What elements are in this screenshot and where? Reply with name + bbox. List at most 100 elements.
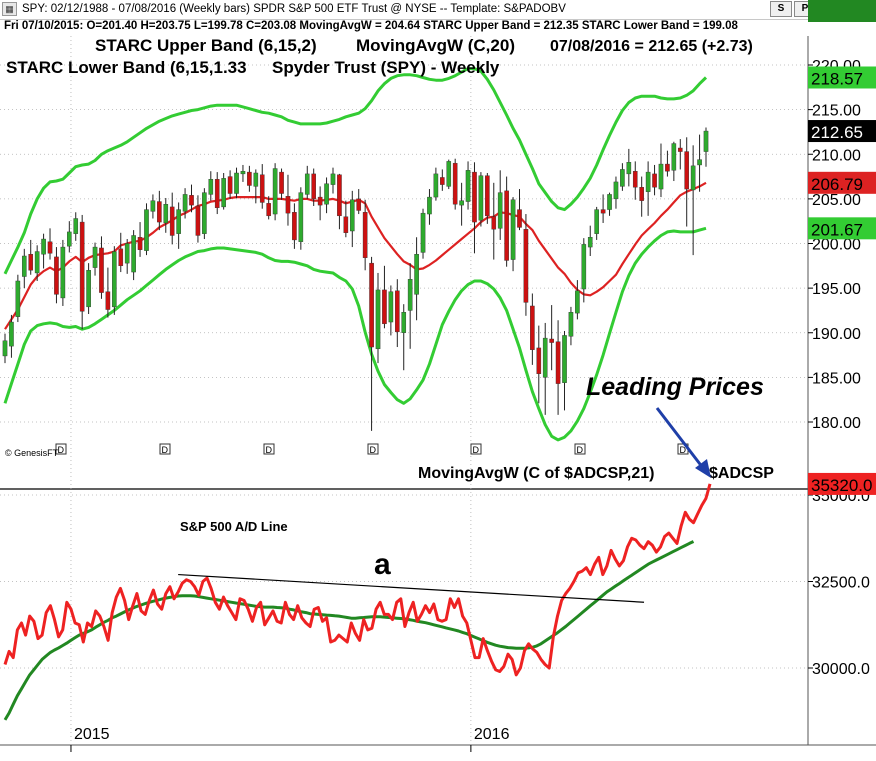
candle-body	[652, 173, 657, 188]
candle	[60, 239, 66, 306]
value-label-lower: 201.67	[808, 217, 876, 240]
x-tick-label: 2015	[74, 726, 110, 743]
candle	[163, 197, 169, 233]
dividend-label: D	[266, 445, 273, 455]
candle-body	[478, 175, 484, 221]
value-label-box	[808, 120, 876, 143]
candle-body	[343, 216, 349, 233]
candle-body	[2, 340, 8, 357]
y-tick-label: 32500.0	[812, 575, 870, 592]
candle-body	[645, 171, 651, 192]
candle-body	[581, 244, 587, 290]
candle-body	[9, 321, 14, 347]
candle	[542, 322, 548, 415]
candle	[253, 169, 259, 204]
candle	[395, 279, 400, 348]
candle-body	[163, 204, 169, 224]
candle-body	[369, 262, 374, 348]
candle	[382, 265, 387, 329]
candle-body	[414, 254, 419, 295]
dividend-marker: D	[263, 443, 275, 455]
candle-body	[459, 200, 464, 206]
candle-body	[54, 256, 59, 295]
dividend-box	[574, 443, 586, 455]
watermark: © GenesisFT	[5, 448, 59, 458]
candle	[465, 161, 471, 210]
candle	[375, 272, 381, 364]
candle	[452, 158, 458, 210]
candle-body	[472, 171, 477, 223]
candle-body	[677, 147, 683, 152]
candle-body	[169, 206, 175, 236]
window-title: SPY: 02/12/1988 - 07/08/2016 (Weekly bar…	[22, 3, 566, 15]
app-icon: ▦	[2, 2, 17, 16]
candle-body	[536, 347, 542, 375]
candle-body	[420, 212, 426, 253]
candle-body	[247, 171, 252, 186]
ad-line-chart	[3, 483, 712, 721]
dividend-marker: D	[574, 443, 586, 455]
candle-body	[542, 337, 548, 378]
candle-body	[112, 251, 117, 308]
ad-chart-title: S&P 500 A/D Line	[180, 519, 288, 534]
candle-body	[234, 172, 239, 194]
x-tick-label: 2016	[474, 726, 510, 743]
y-tick-label: 190.00	[812, 326, 861, 343]
dividend-marker: D	[159, 443, 171, 455]
candle	[459, 182, 464, 226]
s-button[interactable]: S	[770, 1, 792, 17]
candle	[41, 233, 46, 269]
leading-prices-annotation: Leading Prices	[586, 373, 764, 401]
candle	[613, 176, 619, 209]
value-label-text: 212.65	[811, 123, 863, 142]
dividend-label: D	[577, 445, 584, 455]
candle-body	[427, 196, 432, 215]
value-label-close: 212.65	[808, 120, 876, 143]
candle	[86, 263, 91, 315]
candle	[349, 190, 355, 248]
candle	[227, 170, 233, 199]
candle	[658, 143, 664, 198]
candle-body	[317, 196, 323, 206]
legend-date-value: 07/08/2016 = 212.65 (+2.73)	[550, 38, 753, 55]
candle	[665, 150, 670, 177]
candle-body	[337, 174, 342, 217]
candle-body	[34, 251, 40, 274]
candle-body	[73, 218, 79, 234]
candle	[202, 188, 207, 240]
candle-body	[324, 183, 329, 205]
value-label-box	[808, 0, 876, 22]
y-tick-label: 200.00	[812, 237, 861, 254]
candle	[182, 188, 188, 219]
candle-body	[253, 172, 259, 187]
candle	[21, 248, 27, 289]
candle-body	[440, 177, 445, 185]
candle-body	[594, 209, 599, 234]
y-tick-label: 185.00	[812, 370, 861, 387]
candle-body	[202, 192, 207, 234]
candle-body	[388, 291, 394, 323]
candle	[221, 172, 226, 210]
value-label-box	[808, 217, 876, 240]
candle	[266, 196, 271, 220]
candle	[639, 176, 644, 217]
candle	[15, 274, 21, 323]
candle	[324, 177, 329, 214]
candle	[703, 127, 709, 167]
candle	[517, 189, 522, 231]
candle-body	[279, 171, 284, 194]
candle	[684, 137, 690, 227]
candle-body	[684, 151, 690, 190]
candle-body	[99, 247, 104, 293]
candle-body	[697, 159, 702, 166]
lower-band-line	[3, 226, 707, 442]
candle	[632, 161, 638, 200]
arrow-shaft	[655, 407, 705, 469]
x-axis: 2015 2016	[70, 726, 510, 752]
value-label-text: 201.67	[811, 220, 863, 239]
candle	[478, 172, 484, 227]
candle-body	[221, 178, 226, 208]
candle-body	[86, 270, 91, 308]
